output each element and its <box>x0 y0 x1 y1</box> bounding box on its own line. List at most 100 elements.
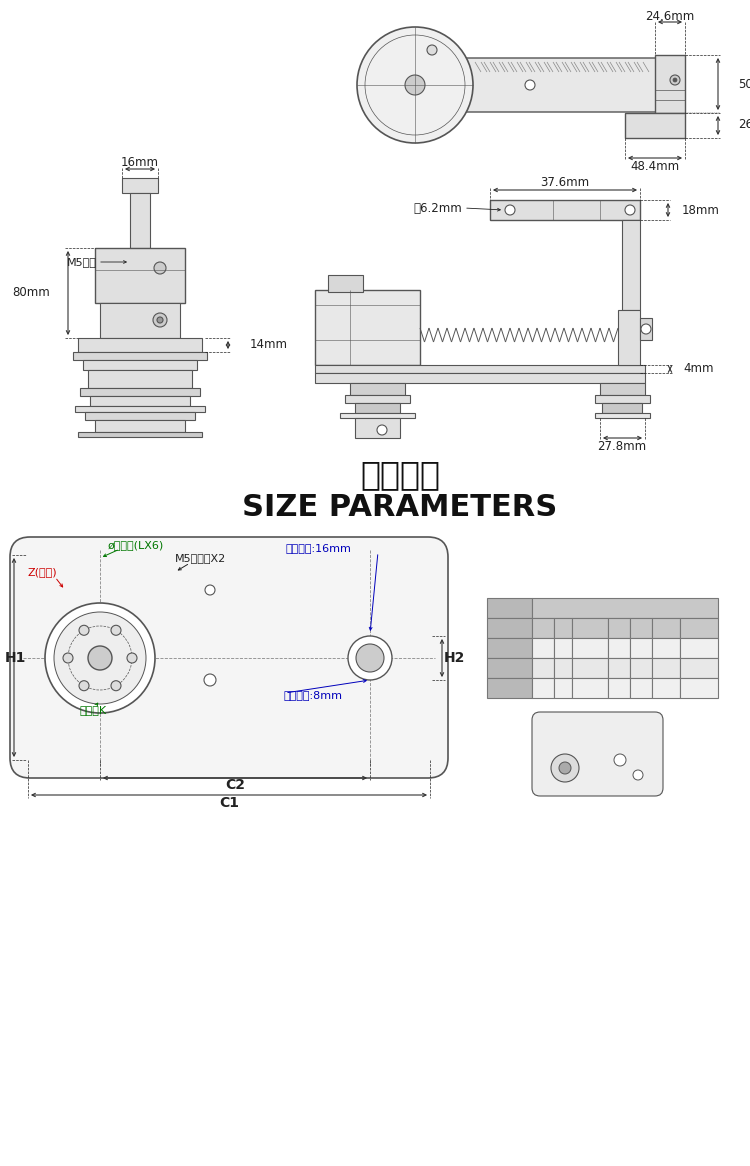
Circle shape <box>673 78 677 82</box>
Bar <box>90 396 190 406</box>
Text: M5螺纹: M5螺纹 <box>68 257 97 267</box>
Bar <box>122 178 158 194</box>
Bar <box>80 388 200 396</box>
Circle shape <box>357 27 473 143</box>
Bar <box>532 658 554 677</box>
Bar <box>95 420 185 431</box>
Bar <box>315 373 645 382</box>
Text: 止口20: 止口20 <box>496 642 524 653</box>
Bar <box>554 677 572 698</box>
Text: 140: 140 <box>656 663 676 673</box>
Bar <box>315 365 645 373</box>
Text: 28-30: 28-30 <box>574 642 606 653</box>
Bar <box>652 677 680 698</box>
Bar <box>595 413 650 417</box>
Bar <box>600 382 645 395</box>
Bar <box>572 618 608 638</box>
Bar <box>554 658 572 677</box>
Bar <box>88 370 192 388</box>
Text: 33: 33 <box>634 642 648 653</box>
Circle shape <box>377 424 387 435</box>
Bar <box>655 55 685 113</box>
Text: C2: C2 <box>692 623 706 633</box>
Bar <box>355 417 400 438</box>
FancyBboxPatch shape <box>532 712 663 796</box>
Text: (单位:mm): (单位:mm) <box>675 603 717 613</box>
Circle shape <box>45 603 155 712</box>
Text: M5螺丝孔X2: M5螺丝孔X2 <box>175 553 226 563</box>
Text: 52: 52 <box>612 663 626 673</box>
Circle shape <box>356 644 384 672</box>
Text: 48: 48 <box>583 683 597 693</box>
Text: 48.4mm: 48.4mm <box>631 161 680 174</box>
Text: SIZE PARAMETERS: SIZE PARAMETERS <box>242 493 557 522</box>
Text: 140: 140 <box>656 642 676 653</box>
Text: 104.5: 104.5 <box>683 642 715 653</box>
Text: 31: 31 <box>536 663 550 673</box>
Text: 58: 58 <box>612 683 626 693</box>
Bar <box>630 618 652 638</box>
Bar <box>572 677 608 698</box>
Text: H2: H2 <box>443 651 465 665</box>
Text: 4mm: 4mm <box>683 363 713 375</box>
Text: 止口30: 止口30 <box>496 663 524 673</box>
Circle shape <box>63 653 73 663</box>
Bar <box>487 638 532 658</box>
Text: 95: 95 <box>692 683 706 693</box>
Text: L: L <box>560 623 566 633</box>
Bar <box>680 618 718 638</box>
Text: 26mm: 26mm <box>738 119 750 132</box>
Bar <box>572 658 608 677</box>
Text: 33: 33 <box>634 663 648 673</box>
Circle shape <box>127 653 137 663</box>
Circle shape <box>153 312 167 326</box>
Circle shape <box>111 625 121 635</box>
Text: 24.6mm: 24.6mm <box>645 9 694 22</box>
Text: 4: 4 <box>560 642 566 653</box>
Text: 尺寸参数: 尺寸参数 <box>360 458 440 492</box>
Bar <box>73 352 207 360</box>
Text: H2: H2 <box>633 623 649 633</box>
Bar <box>95 248 185 303</box>
Bar <box>130 194 150 248</box>
Bar <box>532 638 554 658</box>
Circle shape <box>614 754 626 766</box>
Text: 止口36: 止口36 <box>496 683 524 693</box>
Text: 轴承内孔:8mm: 轴承内孔:8mm <box>283 690 342 700</box>
Text: 18mm: 18mm <box>682 204 720 217</box>
Circle shape <box>559 763 571 774</box>
Bar <box>532 677 554 698</box>
Bar <box>680 638 718 658</box>
Text: 37.6mm: 37.6mm <box>541 176 590 190</box>
Circle shape <box>525 80 535 90</box>
Bar <box>652 658 680 677</box>
Circle shape <box>79 625 89 635</box>
Text: K孔距: K孔距 <box>580 623 600 633</box>
Bar <box>78 338 202 352</box>
Circle shape <box>670 75 680 85</box>
Text: 孔距离K: 孔距离K <box>80 705 107 715</box>
Text: 21: 21 <box>536 642 550 653</box>
Circle shape <box>641 324 651 333</box>
Circle shape <box>205 585 215 595</box>
Bar <box>680 658 718 677</box>
Text: 5: 5 <box>560 683 566 693</box>
Text: 42: 42 <box>612 642 626 653</box>
Bar <box>350 382 405 395</box>
Bar <box>100 303 180 338</box>
Circle shape <box>204 674 216 686</box>
Circle shape <box>427 45 437 55</box>
Circle shape <box>154 262 166 274</box>
Bar <box>554 618 572 638</box>
Text: 98: 98 <box>692 663 706 673</box>
Circle shape <box>88 646 112 670</box>
Text: 50.8mm: 50.8mm <box>738 77 750 91</box>
Bar <box>608 618 630 638</box>
Bar <box>652 638 680 658</box>
Bar <box>608 658 630 677</box>
Circle shape <box>348 635 392 680</box>
Text: 38-40: 38-40 <box>574 663 606 673</box>
Text: C1: C1 <box>658 623 674 633</box>
Text: Z: Z <box>539 623 547 633</box>
Text: 27.8mm: 27.8mm <box>598 441 646 454</box>
